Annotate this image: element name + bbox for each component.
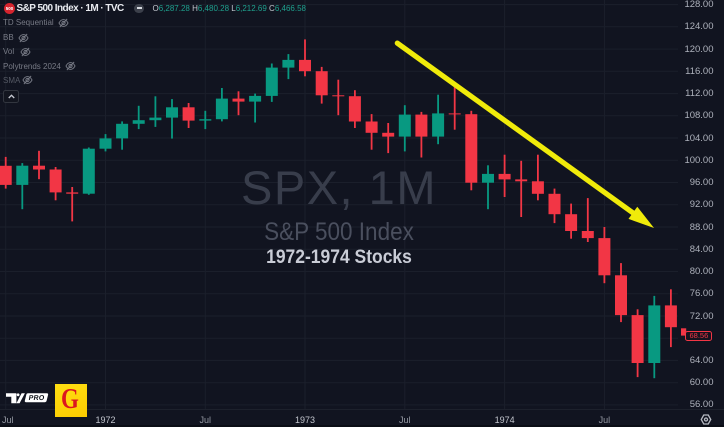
svg-text:PRO: PRO [28, 395, 45, 402]
